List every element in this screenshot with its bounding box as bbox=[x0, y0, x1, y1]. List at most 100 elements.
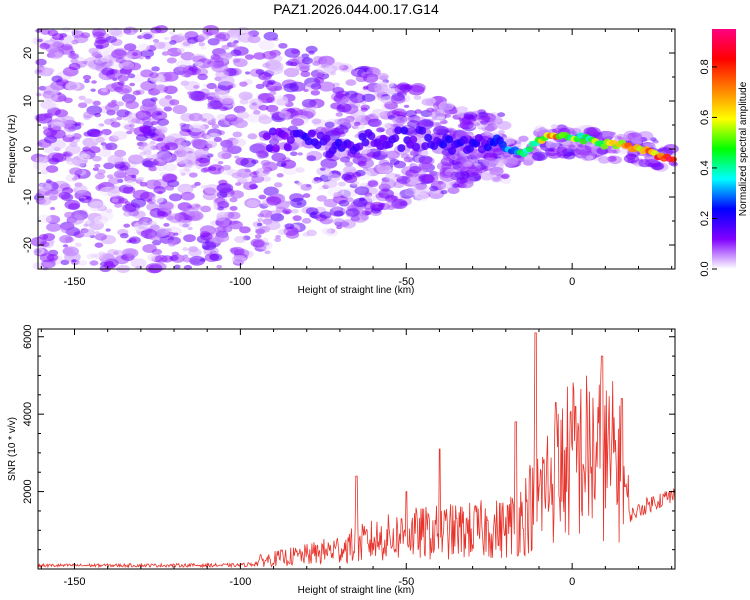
spectrogram-cell bbox=[175, 156, 189, 165]
spectrogram-cell bbox=[35, 58, 47, 66]
spectrogram-cell bbox=[198, 33, 210, 41]
spectrogram-cell bbox=[231, 172, 242, 179]
snr-series-line bbox=[37, 332, 676, 569]
spectrogram-cell bbox=[353, 121, 361, 126]
spectrogram-cell bbox=[39, 42, 51, 50]
spectrogram-cell bbox=[334, 125, 349, 135]
spectrogram-cell bbox=[345, 79, 357, 86]
spectrogram-cell bbox=[263, 31, 279, 41]
colorbar-tick-label: 0.2 bbox=[699, 211, 711, 226]
x-tick-label: -100 bbox=[229, 276, 251, 288]
spectrogram-cell bbox=[340, 156, 351, 163]
spectrogram-cell bbox=[264, 250, 271, 255]
spectrogram-cell bbox=[178, 64, 189, 72]
spectrogram-ridge-cell bbox=[280, 131, 289, 140]
spectrogram-cell bbox=[74, 242, 82, 248]
spectrogram-cell bbox=[107, 154, 124, 165]
spectrogram-cell bbox=[585, 155, 594, 160]
spectrogram-cell bbox=[221, 144, 234, 153]
spectrogram-cell bbox=[57, 95, 68, 102]
spectrogram-cell bbox=[429, 185, 439, 192]
spectrogram-cell bbox=[64, 199, 81, 210]
spectrogram-ridge-cell bbox=[439, 140, 448, 149]
spectrogram-cell bbox=[52, 126, 61, 132]
spectrogram-cell bbox=[406, 176, 422, 186]
spectrogram-cell bbox=[386, 204, 396, 211]
spectrogram-cell bbox=[256, 222, 263, 227]
spectrogram-cell bbox=[125, 249, 137, 256]
spectrogram-cell bbox=[35, 156, 47, 164]
spectrogram-cell bbox=[60, 224, 76, 234]
spectrogram-cell bbox=[233, 45, 241, 50]
spectrogram-cell bbox=[276, 98, 289, 106]
spectrogram-cell bbox=[142, 218, 149, 222]
spectrogram-cell bbox=[562, 151, 576, 160]
spectrogram-ridge-cell bbox=[265, 144, 274, 153]
spectrogram-cell bbox=[129, 82, 136, 87]
spectrogram-cell bbox=[43, 92, 59, 102]
spectrogram-cell bbox=[260, 159, 271, 166]
spectrogram-cell bbox=[124, 180, 136, 188]
spectrogram-cell bbox=[247, 133, 258, 140]
spectrogram-cell bbox=[213, 158, 220, 162]
spectrogram-cell bbox=[256, 172, 265, 178]
spectrogram-cell bbox=[389, 157, 396, 162]
spectrogram-cell bbox=[263, 186, 279, 197]
spectrogram-cell bbox=[471, 171, 479, 177]
spectrogram-cell bbox=[123, 211, 132, 217]
spectrogram-cell bbox=[60, 259, 70, 266]
spectrogram-cell bbox=[412, 184, 430, 195]
spectrogram-ridge-cell bbox=[322, 134, 331, 143]
spectrogram-cell bbox=[266, 196, 282, 206]
spectrogram-cell bbox=[81, 228, 96, 238]
spectrogram-cell bbox=[64, 124, 77, 133]
spectrogram-cell bbox=[112, 130, 128, 140]
spectrogram-cell bbox=[306, 229, 317, 237]
spectrogram-ridge-cell bbox=[397, 144, 406, 153]
spectrogram-cell bbox=[133, 126, 151, 137]
spectrogram-cell bbox=[230, 190, 244, 199]
spectrogram-cell bbox=[93, 215, 109, 225]
spectrogram-cell bbox=[258, 113, 269, 120]
spectrogram-cell bbox=[550, 124, 559, 129]
spectrogram-cell bbox=[331, 205, 341, 212]
spectrogram-cell bbox=[318, 81, 336, 92]
spectrogram-ridge-cell bbox=[421, 142, 430, 151]
spectrogram-cell bbox=[213, 137, 222, 143]
spectrogram-cell bbox=[313, 77, 325, 84]
spectrogram-cell bbox=[137, 43, 151, 52]
spectrogram-cell bbox=[305, 45, 318, 54]
spectrogram-cell bbox=[300, 183, 312, 191]
spectrogram-x-ticks: -150 -100 -50 0 bbox=[40, 29, 673, 288]
x-tick-label: -50 bbox=[398, 276, 414, 288]
spectrogram-cell bbox=[200, 167, 209, 173]
spectrogram-cell bbox=[200, 225, 217, 236]
spectrogram-cell bbox=[197, 73, 208, 81]
spectrogram-cell bbox=[69, 167, 83, 176]
spectrogram-cell bbox=[253, 52, 266, 60]
spectrogram-cell bbox=[114, 255, 130, 265]
spectrogram-cell bbox=[267, 79, 276, 85]
spectrogram-cell bbox=[92, 167, 100, 172]
spectrogram-cell bbox=[232, 138, 247, 147]
spectrogram-cell bbox=[455, 161, 461, 165]
x-tick-label: -100 bbox=[229, 576, 251, 588]
spectrogram-cell bbox=[148, 165, 158, 172]
spectrogram-cell bbox=[95, 36, 107, 45]
spectrogram-cell bbox=[275, 234, 281, 239]
spectrogram-cell bbox=[211, 123, 220, 129]
spectrogram-x-label: Height of straight line (km) bbox=[298, 285, 415, 296]
spectrogram-cell bbox=[489, 166, 504, 176]
spectrogram-y-label: Frequency (Hz) bbox=[7, 115, 18, 184]
spectrogram-cell bbox=[337, 181, 346, 187]
spectrogram-cell bbox=[266, 64, 284, 75]
spectrogram-cell bbox=[142, 160, 154, 167]
spectrogram-cell bbox=[378, 202, 386, 207]
spectrogram-cell bbox=[227, 211, 241, 220]
spectrogram-cell bbox=[229, 205, 238, 211]
spectrogram-cell bbox=[340, 117, 354, 126]
spectrogram-cell bbox=[385, 87, 397, 95]
spectrogram-cell bbox=[110, 121, 121, 128]
spectrogram-cell bbox=[149, 140, 156, 145]
spectrogram-cell bbox=[154, 254, 168, 263]
